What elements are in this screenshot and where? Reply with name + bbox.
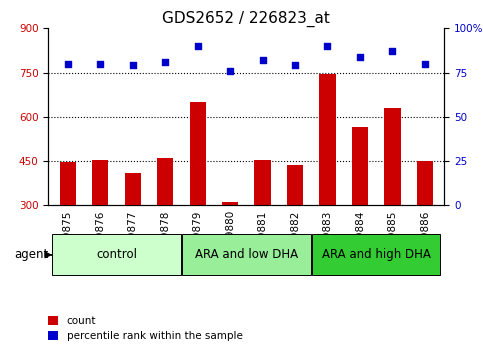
Point	[64, 61, 71, 67]
Point	[291, 63, 299, 68]
Point	[324, 43, 331, 49]
FancyBboxPatch shape	[52, 234, 181, 275]
Text: ARA and low DHA: ARA and low DHA	[195, 249, 298, 261]
Bar	[255, 160, 270, 205]
Point	[388, 48, 396, 54]
Text: control: control	[96, 249, 137, 261]
Point	[97, 61, 104, 67]
Bar	[125, 173, 141, 205]
Point	[421, 61, 429, 67]
Point	[259, 57, 267, 63]
Bar	[157, 158, 173, 205]
Bar	[384, 108, 400, 205]
Bar	[319, 74, 336, 205]
Bar	[60, 162, 76, 205]
FancyBboxPatch shape	[182, 234, 311, 275]
FancyBboxPatch shape	[312, 234, 440, 275]
Bar	[92, 160, 108, 205]
Bar	[352, 127, 368, 205]
Point	[356, 54, 364, 59]
Point	[161, 59, 169, 65]
Point	[194, 43, 201, 49]
Text: ARA and high DHA: ARA and high DHA	[322, 249, 431, 261]
Legend: count, percentile rank within the sample: count, percentile rank within the sample	[44, 312, 247, 345]
Title: GDS2652 / 226823_at: GDS2652 / 226823_at	[162, 11, 330, 27]
Bar	[222, 202, 238, 205]
Text: agent: agent	[14, 249, 49, 261]
Bar	[287, 166, 303, 205]
Bar	[189, 102, 206, 205]
Bar	[417, 161, 433, 205]
Point	[129, 63, 137, 68]
Point	[226, 68, 234, 74]
